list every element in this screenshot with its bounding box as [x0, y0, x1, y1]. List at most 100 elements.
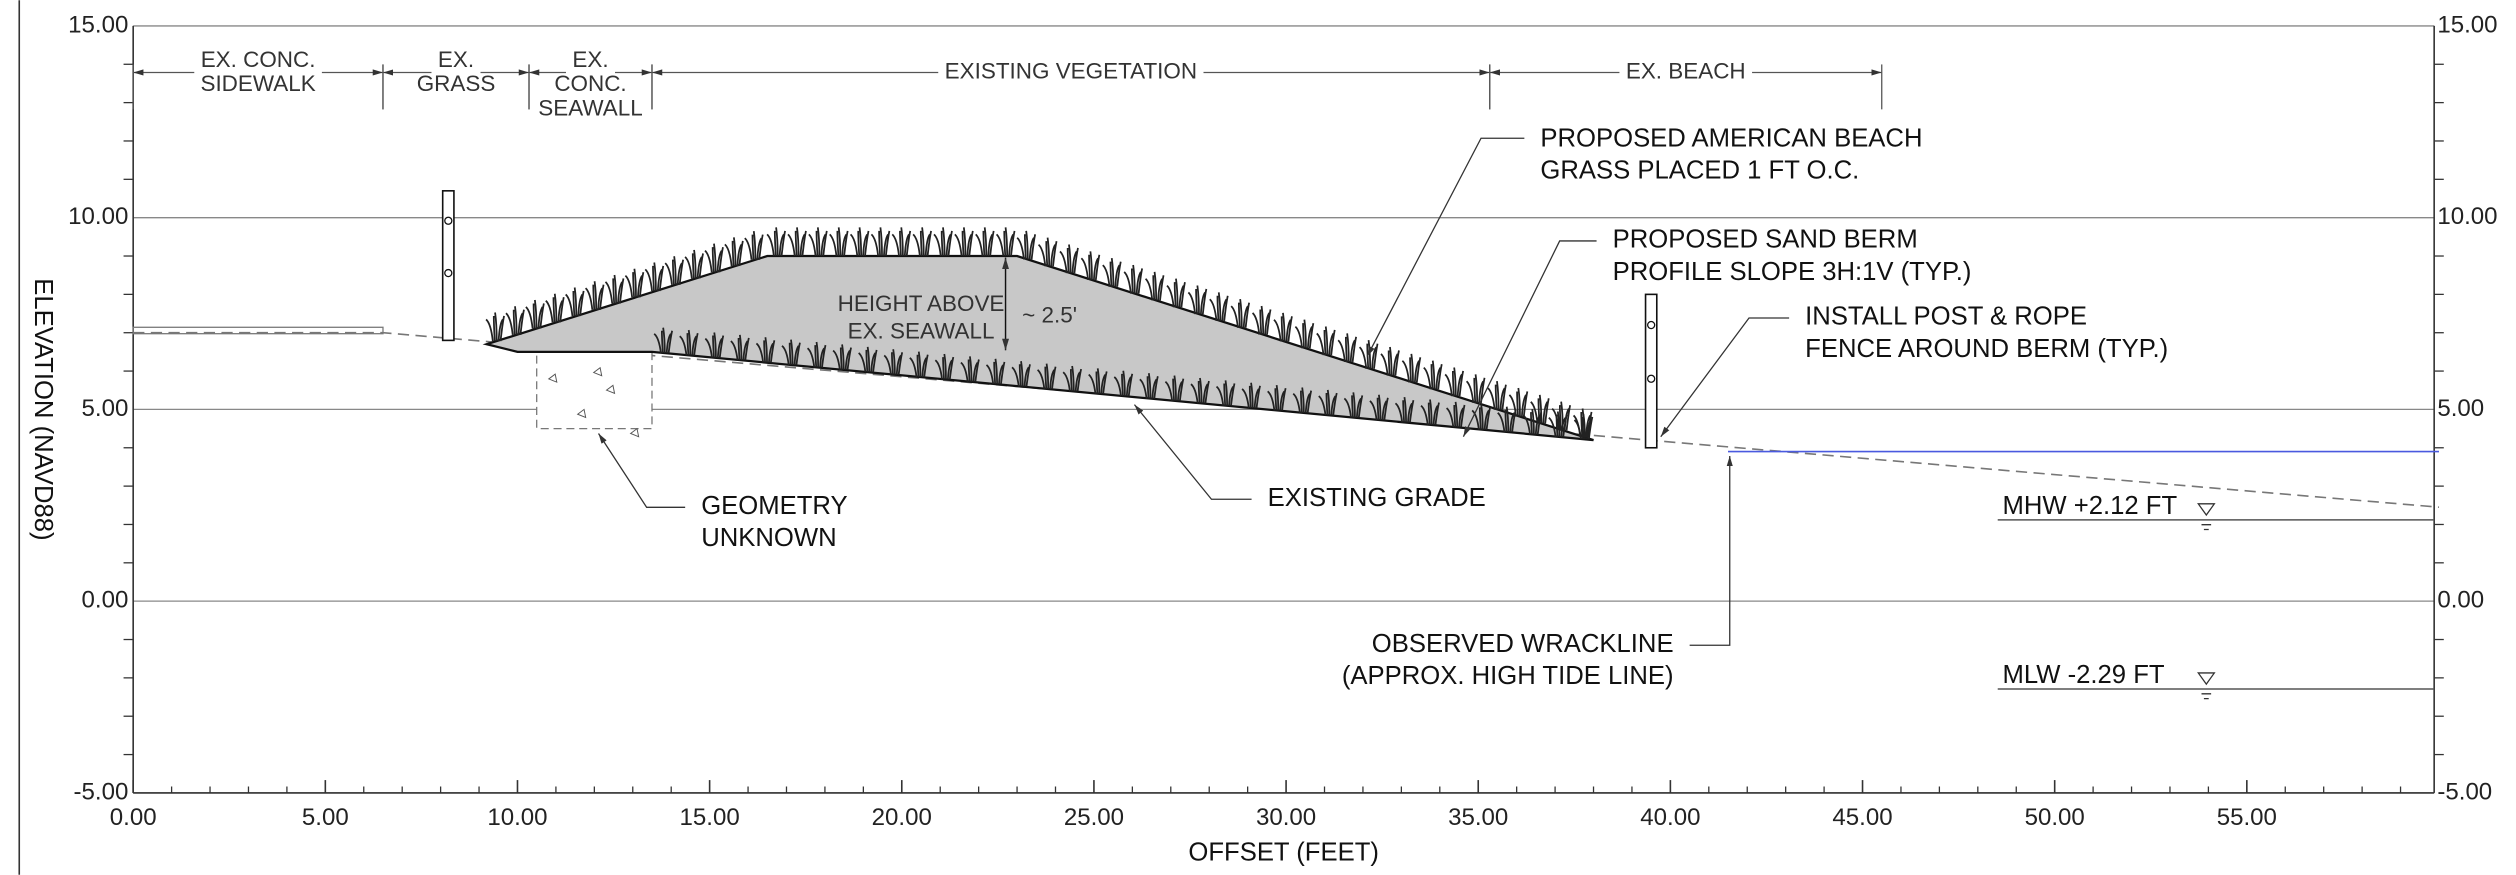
grass — [1113, 370, 1134, 397]
grass — [1011, 361, 1031, 387]
grass — [1471, 404, 1491, 430]
grass — [1139, 373, 1159, 399]
rope-eye — [444, 268, 453, 278]
grass — [1088, 368, 1108, 394]
grass — [909, 351, 929, 378]
grass — [744, 231, 764, 260]
label-mask — [1619, 61, 1753, 84]
berm — [482, 254, 1594, 442]
grass — [1294, 319, 1315, 349]
grass — [1144, 271, 1165, 301]
x-tick-label: 10.00 — [487, 804, 547, 831]
grass — [1080, 251, 1101, 281]
grass — [975, 227, 995, 257]
x-tick-label: 15.00 — [680, 804, 740, 831]
grass — [891, 227, 912, 257]
grass — [1522, 408, 1543, 435]
tide-label: MLW -2.29 FT — [2003, 661, 2165, 689]
grass — [1497, 406, 1517, 433]
zone-label: CONC. — [554, 71, 626, 96]
grass — [1530, 394, 1550, 424]
grass — [1062, 365, 1082, 392]
grass — [1369, 394, 1389, 421]
callout-text: OBSERVED WRACKLINE — [1372, 630, 1674, 658]
callout-text: UNKNOWN — [701, 524, 836, 552]
grass — [505, 306, 525, 335]
grass — [1102, 258, 1122, 287]
x-axis-label: OFFSET (FEET) — [1188, 839, 1379, 867]
grass — [858, 346, 878, 373]
grass — [1548, 411, 1568, 438]
callout-text: INSTALL POST & ROPE — [1805, 303, 2087, 331]
tide-label: MHW +2.12 FT — [2003, 492, 2178, 520]
grass — [808, 227, 828, 257]
aggregate — [629, 427, 640, 438]
grass — [1215, 380, 1236, 406]
grass — [1444, 367, 1465, 397]
aggregate — [605, 384, 616, 395]
grass — [1190, 377, 1210, 404]
y-tick-label: 10.00 — [68, 203, 128, 230]
label-mask — [938, 61, 1204, 84]
x-tick-label: 5.00 — [302, 804, 349, 831]
leader — [1366, 137, 1525, 357]
zone-label: EXISTING VEGETATION — [945, 58, 1197, 83]
grass — [1318, 389, 1338, 416]
grass — [565, 287, 585, 317]
grass — [1273, 312, 1293, 342]
zone-label: SEAWALL — [538, 95, 642, 120]
x-tick-label: 55.00 — [2217, 804, 2277, 831]
x-tick-label: 25.00 — [1064, 804, 1124, 831]
grass — [1316, 326, 1336, 356]
post — [441, 190, 455, 342]
grass — [766, 227, 786, 257]
grass — [829, 227, 849, 257]
grass — [933, 227, 953, 257]
callout-text: PROFILE SLOPE 3H:1V (TYP.) — [1613, 258, 1972, 286]
grass — [1551, 401, 1572, 431]
grass — [1016, 230, 1037, 260]
leader — [1133, 404, 1252, 500]
zone-label: EX. — [572, 47, 608, 72]
grass — [1036, 363, 1057, 390]
sidewalk — [132, 326, 384, 335]
post — [1644, 293, 1658, 449]
grass — [1037, 237, 1058, 267]
grass — [1164, 375, 1185, 402]
callout-text: EXISTING GRADE — [1268, 484, 1486, 512]
y-tick-label: 15.00 — [68, 11, 128, 38]
zone-label: EX. BEACH — [1626, 58, 1746, 83]
grass — [870, 227, 891, 257]
grass — [1420, 399, 1440, 426]
callout-text: GRASS PLACED 1 FT O.C. — [1540, 157, 1859, 185]
grass — [1337, 333, 1358, 363]
grass — [995, 227, 1016, 257]
leader — [1462, 240, 1597, 437]
label-mask — [194, 61, 322, 84]
height-label: EX. SEAWALL — [848, 318, 995, 343]
grass — [1267, 385, 1287, 411]
callout-text: GEOMETRY — [701, 492, 847, 520]
grass — [679, 329, 699, 356]
grass — [1380, 346, 1400, 376]
leader — [1660, 317, 1790, 438]
grass — [1209, 292, 1229, 322]
seawall — [536, 351, 653, 430]
grass — [912, 227, 932, 257]
grass — [604, 274, 625, 304]
rope-eye — [444, 216, 453, 225]
grass — [525, 299, 545, 329]
grass — [1241, 382, 1261, 409]
y-tick-label: 5.00 — [82, 395, 129, 422]
grass — [1394, 396, 1415, 423]
grass — [684, 249, 704, 279]
aggregate — [592, 366, 603, 377]
y-tick-label-right: 5.00 — [2437, 395, 2484, 422]
x-tick-label: 35.00 — [1448, 804, 1508, 831]
zone-label: SIDEWALK — [200, 71, 315, 96]
aggregate — [547, 373, 558, 383]
grass — [806, 341, 827, 368]
grass — [1487, 381, 1507, 410]
grass — [730, 334, 750, 361]
